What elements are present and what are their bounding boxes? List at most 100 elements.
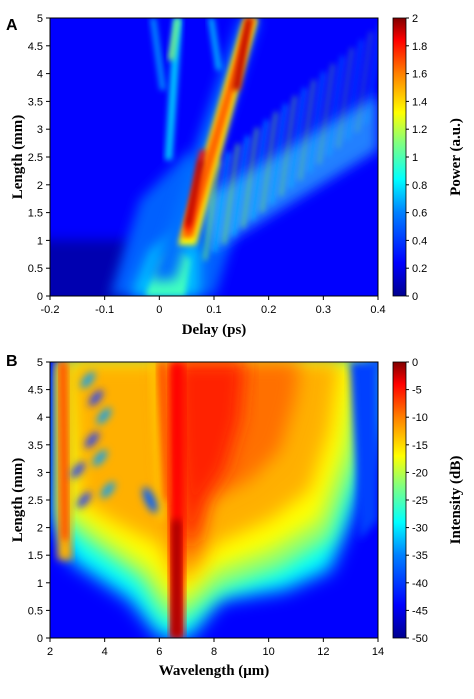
y-tick-label: 5: [37, 13, 43, 25]
y-tick-label: 2: [37, 523, 43, 535]
interference-lobe: [100, 481, 116, 499]
y-tick-label: 5: [37, 357, 43, 369]
interference-lobe: [96, 407, 112, 425]
panel-a-cticks: 0 0.2 0.4 0.6 0.8 1 1.2 1.4 1.6 1.8 2: [406, 13, 427, 303]
x-tick-label: 14: [372, 646, 384, 658]
fringe-stripe: [260, 111, 278, 213]
panel-a-colorbar: [392, 17, 407, 297]
colorbar-tick-label: -45: [412, 605, 428, 617]
interference-lobe: [88, 389, 104, 407]
y-tick-label: 3: [37, 467, 43, 479]
fringe-stripe: [203, 159, 221, 261]
y-tick-label: 3.5: [28, 440, 43, 452]
x-tick-label: 0.3: [316, 304, 331, 316]
x-tick-label: -0.1: [95, 304, 114, 316]
colorbar-tick-label: 1.4: [412, 96, 427, 108]
colorbar-tick-label: -25: [412, 495, 428, 507]
colorbar-tick-label: 1.8: [412, 41, 427, 53]
colorbar-tick-label: -50: [412, 633, 428, 645]
fringe-stripe: [355, 31, 373, 133]
fringe-stripe: [213, 151, 230, 253]
panel-a-ylabel: Length (mm): [10, 115, 26, 200]
interference-lobe: [80, 371, 96, 389]
y-tick-label: 1: [37, 578, 43, 590]
y-tick-label: 0: [37, 291, 43, 303]
panel-b-colorbar-label: Intensity (dB): [448, 456, 464, 545]
panel-a-colorbar-label: Power (a.u.): [448, 118, 464, 196]
panel-b-yticks: 0 0.5 1 1.5 2 2.5 3 3.5 4 4.5 5: [28, 357, 50, 645]
fringe-stripe: [346, 39, 363, 141]
fringe-stripe: [289, 87, 306, 189]
fringe-stripe: [317, 63, 335, 165]
fringe-stripe: [279, 95, 297, 197]
y-tick-label: 3: [37, 124, 43, 136]
colorbar-tick-label: -35: [412, 550, 428, 562]
y-tick-label: 4: [37, 69, 43, 81]
interference-lobe: [70, 461, 86, 479]
panel-a-xticks: -0.2 -0.1 0 0.1 0.2 0.3 0.4: [41, 296, 386, 316]
panel-b-ylabel: Length (mm): [10, 458, 26, 543]
fringe-stripe: [336, 47, 354, 149]
panel-a-label: A: [6, 17, 18, 34]
y-tick-label: 3.5: [28, 96, 43, 108]
x-tick-label: 0: [156, 304, 162, 316]
panel-b-colorbar: [392, 361, 407, 639]
y-tick-label: 2.5: [28, 152, 43, 164]
colorbar-tick-label: 0.8: [412, 180, 427, 192]
fringe-stripe: [232, 135, 249, 237]
fringe-stripe: [365, 31, 378, 125]
y-tick-label: 4.5: [28, 41, 43, 53]
fringe-stripe: [251, 119, 268, 221]
panel-a-xlabel: Delay (ps): [182, 322, 247, 338]
y-tick-label: 1: [37, 235, 43, 247]
y-tick-label: 2: [37, 180, 43, 192]
y-tick-label: 1.5: [28, 208, 43, 220]
panel-b-label: B: [6, 353, 18, 370]
panel-a-yticks: 0 0.5 1 1.5 2 2.5 3 3.5 4 4.5 5: [28, 13, 50, 303]
colorbar-tick-label: -10: [412, 412, 428, 424]
colorbar-tick-label: 2: [412, 13, 418, 25]
colorbar-tick-label: 0.2: [412, 263, 427, 275]
y-tick-label: 0: [37, 633, 43, 645]
x-tick-label: 0.1: [206, 304, 221, 316]
fringe-stripe: [308, 71, 325, 173]
x-tick-label: 4: [102, 646, 108, 658]
panel-a: A -0.2 -0.1 0: [6, 13, 464, 338]
panel-b-cticks: 0 -5 -10 -15 -20 -25 -30 -35 -40 -45 -50: [406, 357, 428, 645]
panel-b-heatmap: [50, 362, 378, 638]
colorbar-tick-label: 1.6: [412, 69, 427, 81]
interference-lobe: [84, 431, 100, 449]
x-tick-label: 0.2: [261, 304, 276, 316]
colorbar-tick-label: -15: [412, 440, 428, 452]
interference-lobe: [76, 491, 92, 509]
fringe-stripe: [241, 127, 259, 229]
x-tick-label: 6: [156, 646, 162, 658]
panel-a-heatmap: [50, 18, 378, 296]
y-tick-label: 1.5: [28, 550, 43, 562]
x-tick-label: -0.2: [41, 304, 60, 316]
x-tick-label: 8: [211, 646, 217, 658]
fringe-stripe: [298, 79, 316, 181]
y-tick-label: 4: [37, 412, 43, 424]
colorbar-tick-label: 0.6: [412, 208, 427, 220]
colorbar-tick-label: 1.2: [412, 124, 427, 136]
panel-b: B 2 4 6 8 10 12 14 0 0.5 1 1.5: [6, 353, 464, 679]
fringe-stripe: [327, 55, 344, 157]
x-tick-label: 12: [317, 646, 329, 658]
x-tick-label: 0.4: [370, 304, 385, 316]
y-tick-label: 2.5: [28, 495, 43, 507]
colorbar-tick-label: 0: [412, 357, 418, 369]
fringe-stripe: [222, 143, 240, 245]
y-tick-label: 4.5: [28, 385, 43, 397]
panel-b-lobes: [70, 371, 158, 513]
panel-b-xlabel: Wavelength (μm): [159, 663, 270, 679]
interference-lobe: [92, 449, 108, 467]
panel-a-fringes: [203, 31, 378, 261]
fringe-stripe: [270, 103, 287, 205]
interference-lobe: [142, 487, 158, 513]
x-tick-label: 2: [47, 646, 53, 658]
x-tick-label: 10: [263, 646, 275, 658]
colorbar-tick-label: -30: [412, 523, 428, 535]
panel-b-xticks: 2 4 6 8 10 12 14: [47, 638, 384, 658]
